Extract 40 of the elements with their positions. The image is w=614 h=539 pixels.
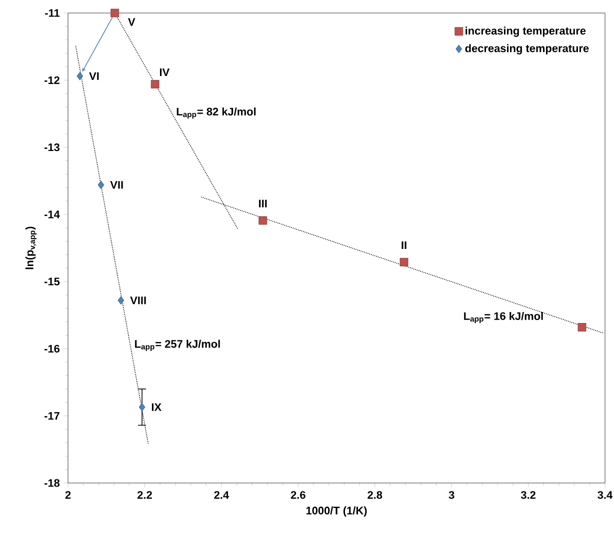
x-tick-label: 3.2 — [520, 491, 536, 499]
point — [258, 216, 268, 225]
x-axis-title: 1000/T (1/K) — [306, 506, 367, 517]
annotation: VII — [110, 181, 123, 189]
x-tick-label: 2 — [65, 491, 71, 499]
point — [578, 323, 586, 332]
y-tick-label: -17 — [44, 412, 60, 420]
x-tick-label: 3 — [448, 491, 454, 499]
y-tick-label: -18 — [44, 479, 60, 487]
point — [98, 180, 104, 190]
annotation: III — [259, 200, 267, 208]
annotation: VIII — [130, 296, 146, 304]
x-tick-label: 2.4 — [214, 491, 229, 499]
point — [150, 80, 160, 88]
annotation: IV — [160, 68, 170, 76]
annotation: L$_{app}$= 257 kJ/mol — [135, 340, 220, 351]
y-tick-label: -16 — [44, 344, 60, 353]
annotation: V — [128, 18, 136, 26]
x-tick-label: 2.2 — [137, 491, 152, 499]
y-tick-label: -15 — [44, 278, 60, 286]
annotation: VI — [89, 72, 99, 80]
point — [118, 296, 124, 305]
y-axis-title: ln(p$_{v,app}$) — [25, 226, 37, 270]
y-tick-label: -12 — [44, 76, 60, 84]
x-tick-label: 2.6 — [290, 491, 306, 499]
annotation: L$_{app}$= 16 kJ/mol — [464, 312, 543, 324]
point — [138, 402, 146, 412]
legend-label: increasing temperature — [466, 26, 586, 37]
legend-label: decreasing temperature — [465, 44, 589, 54]
point — [76, 72, 84, 80]
y-tick-label: -14 — [44, 210, 60, 218]
x-tick-label: 3.4 — [598, 491, 613, 499]
y-tick-label: -11 — [45, 9, 60, 17]
y-tick-label: -13 — [44, 143, 60, 152]
annotation: L$_{app}$= 82 kJ/mol — [176, 107, 256, 119]
point — [110, 8, 119, 18]
point — [400, 258, 408, 266]
x-tick-label: 2.8 — [368, 491, 382, 499]
annotation: II — [402, 241, 406, 249]
annotation: IX — [152, 403, 162, 411]
